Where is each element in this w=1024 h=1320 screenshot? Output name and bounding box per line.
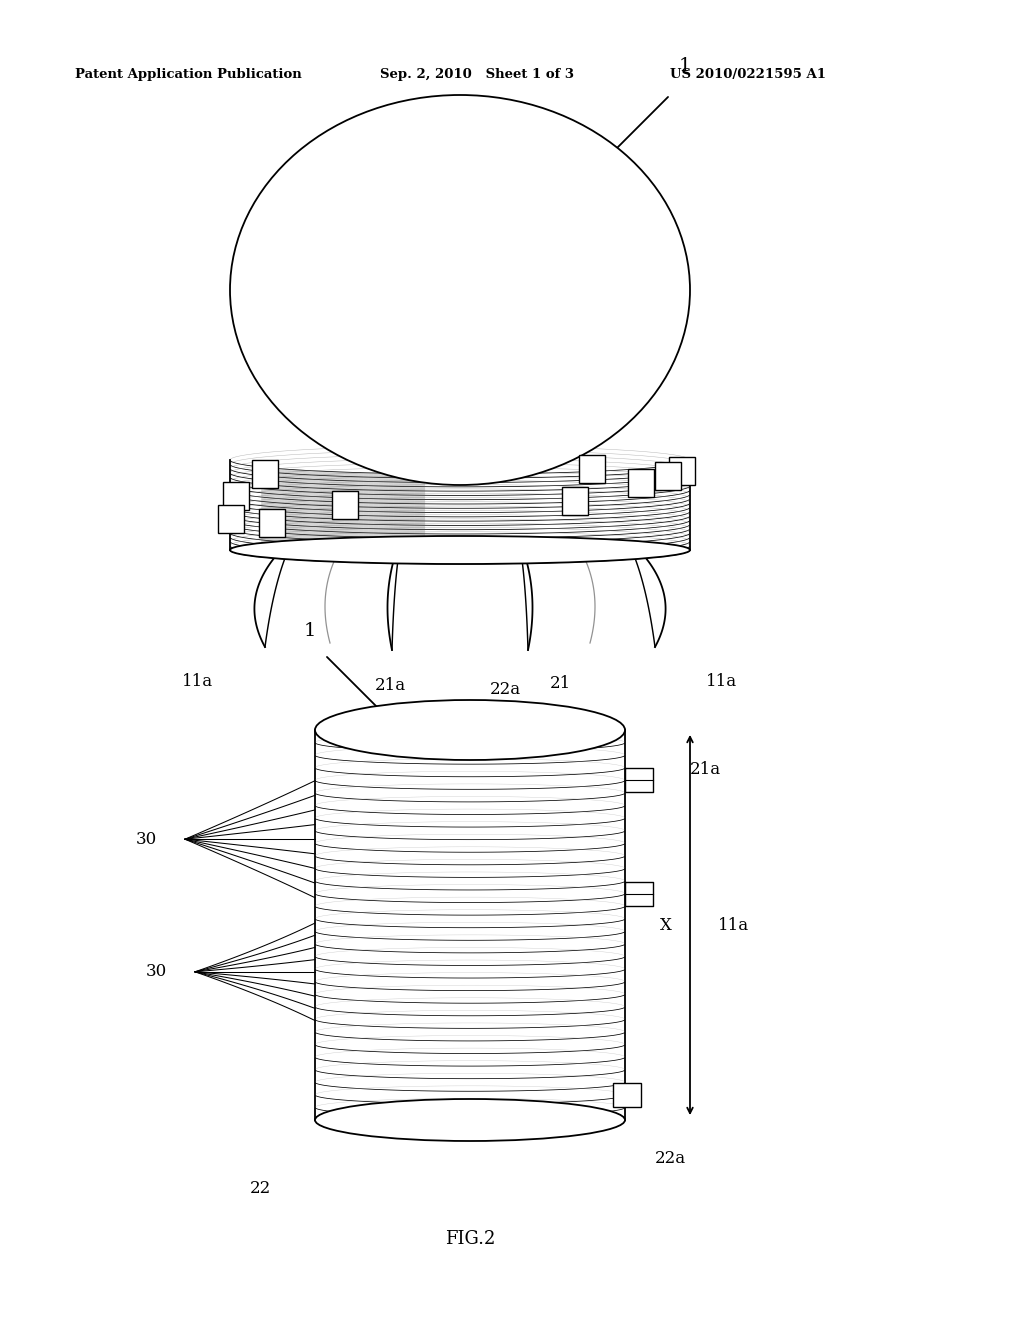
Text: 1: 1 [304,622,316,640]
Polygon shape [336,471,340,562]
Text: 21: 21 [550,675,571,692]
Polygon shape [261,466,264,557]
Polygon shape [291,469,295,560]
FancyBboxPatch shape [655,462,681,490]
Text: 30: 30 [136,830,157,847]
Polygon shape [393,474,398,564]
Ellipse shape [315,700,625,760]
Polygon shape [398,474,404,564]
Ellipse shape [230,95,690,484]
Polygon shape [415,474,420,564]
Text: 11a: 11a [182,673,214,690]
Text: Sep. 2, 2010   Sheet 1 of 3: Sep. 2, 2010 Sheet 1 of 3 [380,69,574,81]
Polygon shape [369,473,374,562]
FancyBboxPatch shape [669,457,695,484]
Polygon shape [295,470,298,560]
FancyBboxPatch shape [629,469,654,496]
Polygon shape [264,467,266,557]
Text: FIG.2: FIG.2 [444,1230,496,1247]
Text: X: X [660,916,672,933]
Polygon shape [274,467,278,558]
Polygon shape [358,473,364,562]
Text: 22a: 22a [655,1150,686,1167]
FancyBboxPatch shape [562,487,588,515]
Polygon shape [379,473,383,564]
Polygon shape [364,473,369,562]
Polygon shape [404,474,410,564]
Polygon shape [323,471,327,561]
Ellipse shape [230,536,690,564]
Text: 22a: 22a [489,681,520,698]
Polygon shape [318,471,323,561]
FancyBboxPatch shape [218,504,244,532]
Polygon shape [354,473,358,562]
FancyBboxPatch shape [252,459,278,487]
Polygon shape [269,467,272,557]
Polygon shape [278,469,282,558]
FancyBboxPatch shape [223,482,249,510]
FancyBboxPatch shape [332,491,358,519]
Text: 11a: 11a [707,673,737,690]
Text: 11a: 11a [718,916,750,933]
Polygon shape [349,473,354,562]
Text: 30: 30 [145,964,167,981]
Polygon shape [266,467,269,557]
Polygon shape [345,473,349,562]
Text: 22: 22 [250,1180,270,1197]
Polygon shape [388,474,393,564]
Polygon shape [383,473,388,564]
Text: FIG.1: FIG.1 [435,741,485,758]
FancyBboxPatch shape [579,455,605,483]
Polygon shape [282,469,285,558]
Polygon shape [306,470,310,561]
Polygon shape [410,474,415,564]
Text: Patent Application Publication: Patent Application Publication [75,69,302,81]
Polygon shape [288,469,291,560]
Text: 1: 1 [679,57,691,75]
FancyBboxPatch shape [613,1082,641,1107]
Polygon shape [420,474,425,564]
Polygon shape [272,467,274,558]
Polygon shape [340,471,345,562]
Polygon shape [314,471,318,561]
Ellipse shape [315,1100,625,1140]
Text: US 2010/0221595 A1: US 2010/0221595 A1 [670,69,826,81]
Text: 21a: 21a [690,762,721,779]
Polygon shape [285,469,288,558]
Polygon shape [298,470,302,560]
Polygon shape [302,470,306,560]
FancyBboxPatch shape [259,510,285,537]
Polygon shape [310,470,314,561]
Polygon shape [374,473,379,564]
Polygon shape [327,471,331,561]
Polygon shape [331,471,336,561]
Text: 21a: 21a [375,677,406,694]
